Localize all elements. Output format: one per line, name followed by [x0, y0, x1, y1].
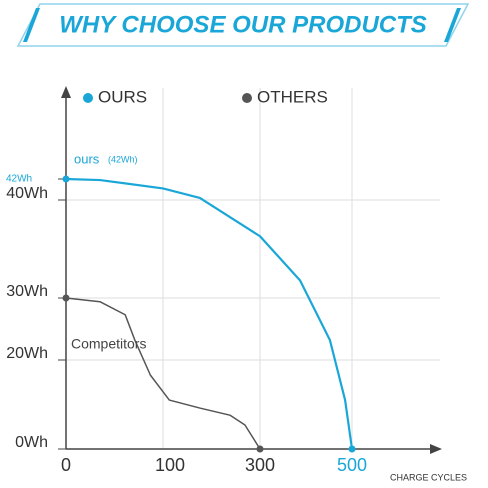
end-point	[62, 294, 70, 302]
y-tick-label: 20Wh	[6, 345, 48, 362]
end-point	[256, 445, 264, 453]
series-note: Competitors	[71, 336, 146, 352]
series-note-detail: (42Wh)	[108, 154, 138, 164]
highlight-label: 42Wh	[6, 174, 32, 185]
series-line	[65, 297, 261, 450]
title-frame	[16, 3, 470, 47]
x-tick-label: 500	[337, 455, 367, 475]
legend-marker	[83, 93, 93, 103]
y-tick-label: 30Wh	[6, 283, 48, 300]
x-tick-label: 0	[61, 455, 71, 475]
y-tick-label: 40Wh	[6, 185, 48, 202]
y-tick-label: 0Wh	[15, 434, 48, 451]
x-tick-label: 100	[155, 455, 185, 475]
x-tick-label: 300	[245, 455, 275, 475]
chart-title: WHY CHOOSE OUR PRODUCTS	[59, 11, 427, 38]
end-point	[348, 445, 356, 453]
x-axis-arrow	[430, 444, 442, 454]
x-axis-label: CHARGE CYCLES	[390, 472, 467, 482]
series-note: ours	[74, 151, 100, 166]
legend-marker	[242, 93, 252, 103]
title-accent	[444, 8, 461, 42]
end-point	[62, 175, 70, 183]
legend-label: OTHERS	[257, 87, 328, 106]
title-accent	[23, 8, 40, 42]
legend-label: OURS	[98, 87, 147, 106]
y-axis-arrow	[61, 86, 71, 98]
series-line	[65, 177, 354, 450]
